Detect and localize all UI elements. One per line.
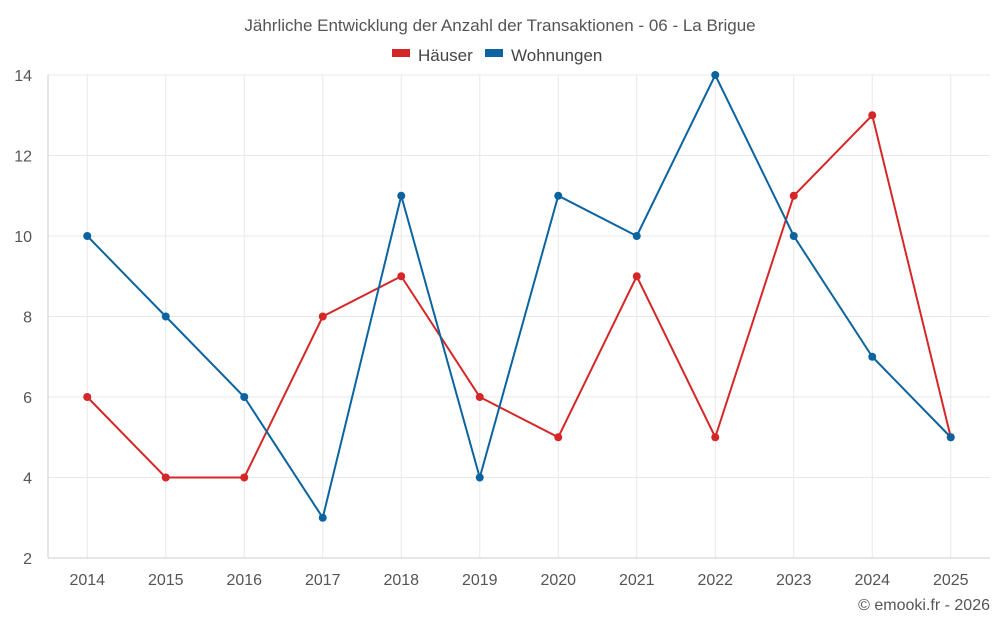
data-point-haeuser[interactable]	[240, 473, 249, 482]
x-tick-label: 2025	[933, 572, 969, 589]
chart-title: Jährliche Entwicklung der Anzahl der Tra…	[244, 16, 755, 35]
x-tick-label: 2016	[226, 572, 262, 589]
series-line-wohnungen	[86, 72, 952, 521]
data-point-haeuser[interactable]	[397, 272, 406, 281]
data-point-haeuser[interactable]	[83, 393, 92, 401]
data-point-wohnungen[interactable]	[711, 71, 720, 79]
data-point-haeuser[interactable]	[161, 473, 170, 482]
y-tick-label: 4	[23, 471, 32, 488]
x-tick-label: 2020	[540, 572, 576, 589]
y-tick-label: 8	[23, 310, 32, 327]
x-tick-label: 2024	[854, 572, 890, 589]
data-point-wohnungen[interactable]	[632, 232, 641, 240]
legend: Häuser Wohnungen	[392, 46, 602, 65]
x-tick-label: 2017	[305, 572, 341, 589]
data-point-wohnungen[interactable]	[946, 433, 955, 442]
x-tick-label: 2018	[383, 572, 419, 589]
series	[83, 71, 955, 522]
legend-swatch-wohnungen	[485, 49, 503, 57]
x-tick-label: 2021	[619, 572, 655, 589]
data-point-wohnungen[interactable]	[554, 191, 563, 200]
data-point-haeuser[interactable]	[711, 433, 720, 442]
grid	[48, 74, 990, 559]
data-point-wohnungen[interactable]	[161, 312, 170, 321]
y-tick-label: 6	[23, 390, 32, 407]
series-line-haeuser	[86, 113, 952, 479]
x-tick-label: 2023	[776, 572, 812, 589]
y-tick-label: 10	[14, 229, 32, 246]
data-point-haeuser[interactable]	[632, 272, 641, 281]
data-point-haeuser[interactable]	[318, 312, 327, 321]
legend-swatch-haeuser	[392, 49, 410, 57]
x-tick-label: 2015	[148, 572, 184, 589]
y-tick-label: 14	[14, 68, 32, 85]
data-point-wohnungen[interactable]	[240, 393, 249, 401]
data-point-wohnungen[interactable]	[868, 352, 877, 361]
y-tick-label: 12	[14, 149, 32, 166]
credit-text: © emooki.fr - 2026	[858, 597, 990, 614]
data-point-wohnungen[interactable]	[789, 232, 798, 240]
data-point-haeuser[interactable]	[789, 191, 798, 200]
legend-label-haeuser[interactable]: Häuser	[418, 46, 473, 65]
data-point-wohnungen[interactable]	[318, 513, 327, 522]
legend-label-wohnungen[interactable]: Wohnungen	[511, 46, 602, 65]
x-tick-label: 2019	[462, 572, 498, 589]
data-point-haeuser[interactable]	[475, 393, 484, 401]
x-tick-label: 2014	[69, 572, 105, 589]
axes: 2 4 6 8 10 12 14 2014 2015 2016 2017 2018 2019 2020 20…	[14, 68, 990, 589]
x-tick-label: 2022	[697, 572, 733, 589]
data-point-wohnungen[interactable]	[475, 473, 484, 482]
data-point-haeuser[interactable]	[868, 111, 877, 120]
y-tick-label: 2	[23, 551, 32, 568]
data-point-haeuser[interactable]	[554, 433, 563, 442]
data-point-wohnungen[interactable]	[397, 191, 406, 200]
data-point-wohnungen[interactable]	[83, 232, 92, 240]
